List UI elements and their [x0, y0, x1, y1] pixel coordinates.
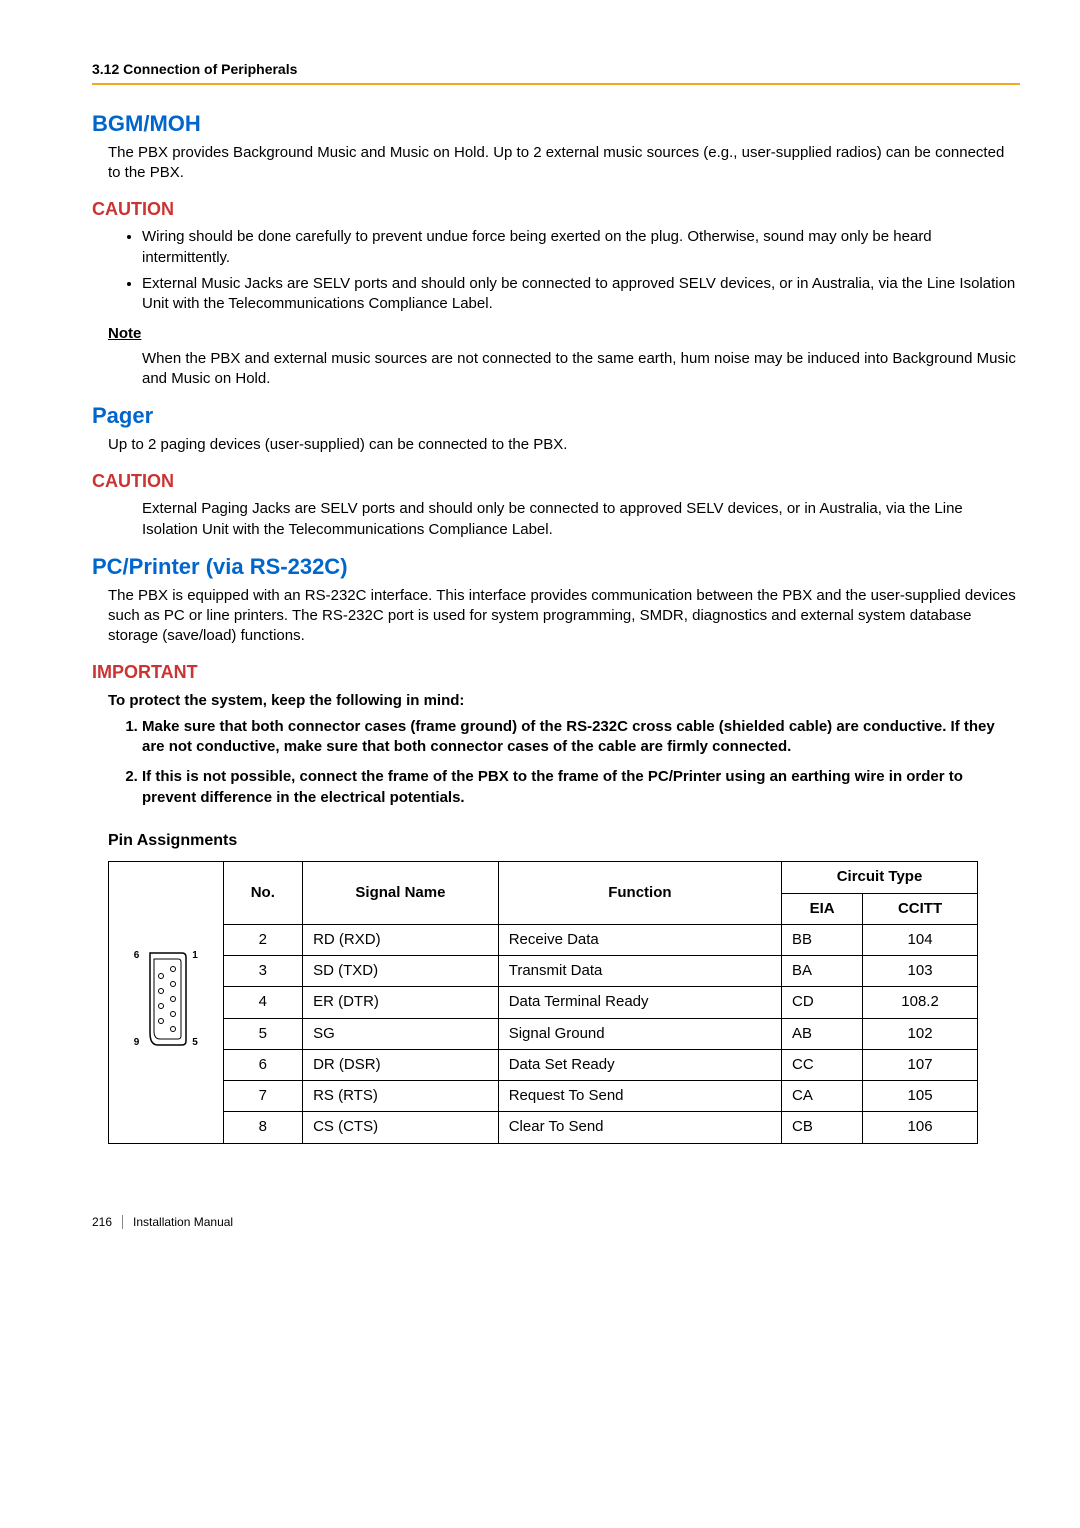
col-circuit: Circuit Type — [782, 862, 978, 893]
cell-function: Clear To Send — [498, 1112, 781, 1143]
cell-ccitt: 108.2 — [863, 987, 978, 1018]
manual-name: Installation Manual — [133, 1214, 233, 1230]
heading-rs232: PC/Printer (via RS-232C) — [92, 552, 1020, 582]
cell-ccitt: 105 — [863, 1081, 978, 1112]
cell-function: Receive Data — [498, 924, 781, 955]
col-signal: Signal Name — [303, 862, 499, 925]
heading-pager: Pager — [92, 401, 1020, 431]
page-number: 216 — [92, 1214, 112, 1230]
col-function: Function — [498, 862, 781, 925]
cell-function: Signal Ground — [498, 1018, 781, 1049]
header-rule — [92, 83, 1020, 85]
cell-no: 2 — [223, 924, 303, 955]
cell-signal: ER (DTR) — [303, 987, 499, 1018]
table-row: 4 ER (DTR) Data Terminal Ready CD 108.2 — [109, 987, 978, 1018]
cell-signal: CS (CTS) — [303, 1112, 499, 1143]
col-ccitt: CCITT — [863, 893, 978, 924]
cell-signal: RS (RTS) — [303, 1081, 499, 1112]
bgm-intro: The PBX provides Background Music and Mu… — [108, 143, 1020, 184]
cell-function: Data Set Ready — [498, 1049, 781, 1080]
cell-ccitt: 107 — [863, 1049, 978, 1080]
cell-function: Data Terminal Ready — [498, 987, 781, 1018]
cell-eia: AB — [782, 1018, 863, 1049]
page-footer: 216 Installation Manual — [92, 1214, 1020, 1230]
connector-cell: 6 1 9 5 — [109, 862, 224, 1143]
caution-label-pager: CAUTION — [92, 469, 1020, 493]
cell-signal: SG — [303, 1018, 499, 1049]
col-eia: EIA — [782, 893, 863, 924]
cell-eia: BA — [782, 956, 863, 987]
important-label: IMPORTANT — [92, 660, 1020, 684]
table-row: 6 DR (DSR) Data Set Ready CC 107 — [109, 1049, 978, 1080]
section-header: 3.12 Connection of Peripherals — [92, 60, 1020, 79]
col-no: No. — [223, 862, 303, 925]
table-row: 8 CS (CTS) Clear To Send CB 106 — [109, 1112, 978, 1143]
rs232-intro: The PBX is equipped with an RS-232C inte… — [108, 586, 1020, 647]
list-item: External Music Jacks are SELV ports and … — [142, 274, 1020, 315]
pager-intro: Up to 2 paging devices (user-supplied) c… — [108, 435, 1020, 455]
pin-assignments-heading: Pin Assignments — [108, 830, 1020, 852]
cell-no: 5 — [223, 1018, 303, 1049]
cell-eia: CD — [782, 987, 863, 1018]
cell-signal: DR (DSR) — [303, 1049, 499, 1080]
cell-signal: SD (TXD) — [303, 956, 499, 987]
table-header-row: 6 1 9 5 — [109, 862, 978, 893]
list-item: If this is not possible, connect the fra… — [142, 767, 1020, 808]
cell-function: Transmit Data — [498, 956, 781, 987]
pin-label-5: 5 — [192, 1036, 198, 1050]
cell-eia: CA — [782, 1081, 863, 1112]
cell-signal: RD (RXD) — [303, 924, 499, 955]
table-row: 5 SG Signal Ground AB 102 — [109, 1018, 978, 1049]
list-item: Make sure that both connector cases (fra… — [142, 717, 1020, 758]
footer-separator — [122, 1215, 123, 1229]
note-label: Note — [108, 324, 1020, 344]
table-row: 7 RS (RTS) Request To Send CA 105 — [109, 1081, 978, 1112]
table-row: 2 RD (RXD) Receive Data BB 104 — [109, 924, 978, 955]
pin-label-6: 6 — [134, 949, 140, 963]
cell-ccitt: 103 — [863, 956, 978, 987]
cell-no: 8 — [223, 1112, 303, 1143]
heading-bgm-moh: BGM/MOH — [92, 109, 1020, 139]
db9-connector-icon: 6 1 9 5 — [144, 951, 188, 1047]
pin-table: 6 1 9 5 — [108, 861, 978, 1143]
important-list: Make sure that both connector cases (fra… — [142, 717, 1020, 808]
cell-no: 7 — [223, 1081, 303, 1112]
important-intro: To protect the system, keep the followin… — [108, 691, 1020, 711]
pager-caution-text: External Paging Jacks are SELV ports and… — [142, 499, 1020, 540]
cell-ccitt: 102 — [863, 1018, 978, 1049]
cell-function: Request To Send — [498, 1081, 781, 1112]
pin-label-9: 9 — [134, 1036, 140, 1050]
bgm-caution-list: Wiring should be done carefully to preve… — [142, 227, 1020, 314]
table-row: 3 SD (TXD) Transmit Data BA 103 — [109, 956, 978, 987]
cell-ccitt: 106 — [863, 1112, 978, 1143]
caution-label-bgm: CAUTION — [92, 197, 1020, 221]
cell-no: 6 — [223, 1049, 303, 1080]
cell-eia: CC — [782, 1049, 863, 1080]
cell-no: 3 — [223, 956, 303, 987]
list-item: Wiring should be done carefully to preve… — [142, 227, 1020, 268]
cell-no: 4 — [223, 987, 303, 1018]
pin-label-1: 1 — [192, 949, 198, 963]
cell-eia: BB — [782, 924, 863, 955]
cell-ccitt: 104 — [863, 924, 978, 955]
cell-eia: CB — [782, 1112, 863, 1143]
note-text: When the PBX and external music sources … — [142, 349, 1020, 390]
